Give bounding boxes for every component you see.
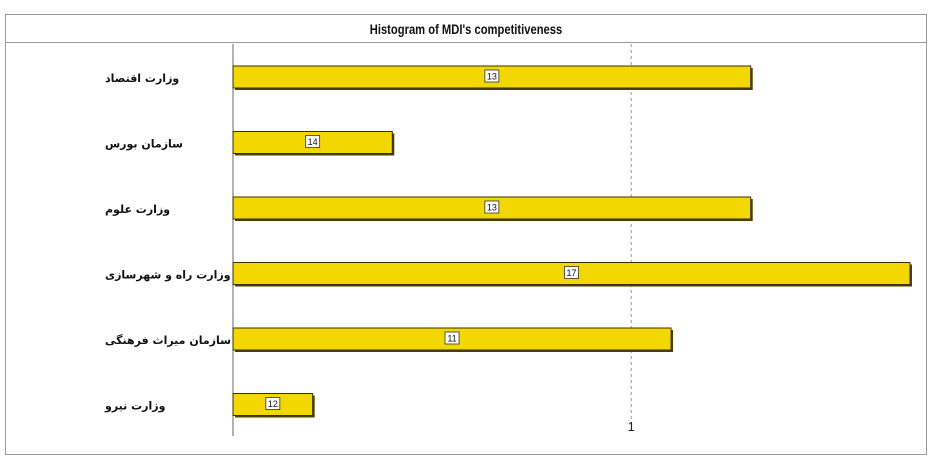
chart-title: Histogram of MDI's competitiveness <box>369 21 563 37</box>
data-label: 14 <box>308 137 318 147</box>
data-label-box <box>564 266 579 279</box>
category-label: وزارت راه و شهرسازی <box>105 269 231 282</box>
x-tick-label: 1 <box>628 419 635 434</box>
data-label: 13 <box>487 203 497 213</box>
category-label: سازمان میراث فرهنگی <box>105 334 231 347</box>
category-label: سازمان بورس <box>105 138 183 151</box>
category-label: وزارت اقتصاد <box>105 72 179 85</box>
data-label-box <box>444 331 460 345</box>
data-label: 17 <box>566 268 576 278</box>
data-label: 11 <box>447 334 456 344</box>
chart-title-bar: Histogram of MDI's competitiveness <box>6 15 926 43</box>
data-label-box <box>265 397 281 410</box>
data-label-box <box>484 69 500 83</box>
data-label: 12 <box>268 399 278 409</box>
data-label: 13 <box>487 72 497 82</box>
data-label-box <box>484 200 500 214</box>
category-label: وزارت نیرو <box>104 400 166 413</box>
category-label: وزارت علوم <box>105 203 170 216</box>
data-label-box <box>305 135 321 148</box>
